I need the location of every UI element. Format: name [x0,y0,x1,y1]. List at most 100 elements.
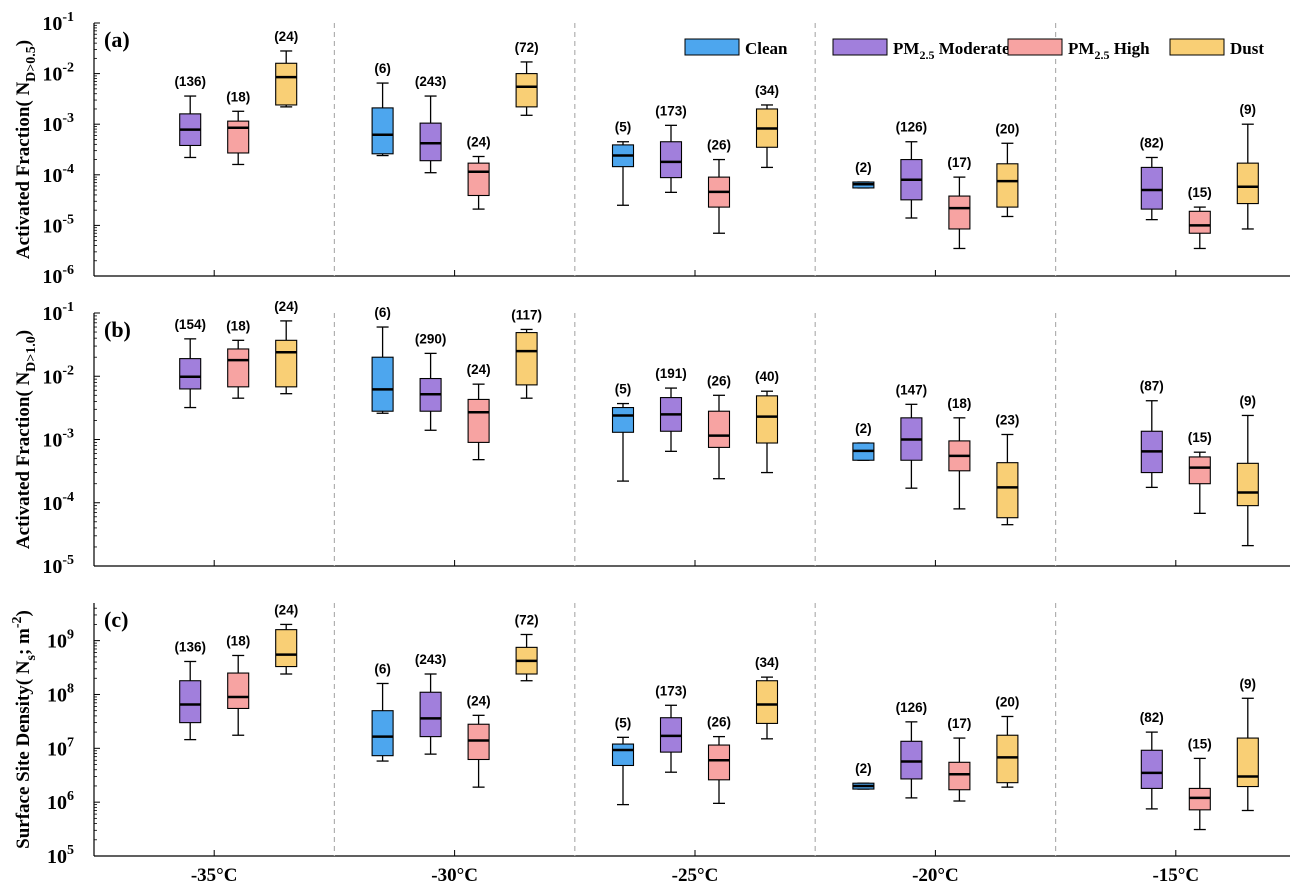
box-clean-3: (2) [852,421,875,461]
count-label: (6) [374,61,391,76]
box-pm2-5-high-2: (26) [707,138,731,234]
y-tick-label: 10-3 [42,111,74,136]
count-label: (126) [896,700,928,715]
box-pm2-5-high-1: (24) [467,134,491,210]
count-label: (5) [615,715,632,730]
count-label: (18) [226,89,250,104]
box-pm2-5-moderate-2: (173) [655,683,687,773]
box-iqr [1188,210,1211,234]
box-iqr [948,195,971,230]
box-iqr [659,141,683,179]
box-pm2-5-moderate-0: (136) [174,639,206,741]
count-label: (24) [274,299,298,314]
box-iqr [755,395,779,444]
box-pm2-5-moderate-3: (147) [896,382,928,489]
count-label: (15) [1188,185,1212,200]
box-pm2-5-high-3: (17) [947,716,971,802]
box-dust-3: (20) [995,121,1019,218]
box-pm2-5-high-4: (15) [1188,430,1212,514]
box-dust-1: (72) [515,40,539,116]
count-label: (40) [755,369,779,384]
box-iqr [275,629,298,668]
box-dust-2: (34) [755,655,779,740]
count-label: (173) [655,683,687,698]
count-label: (126) [896,120,928,135]
legend-swatch [832,38,888,56]
box-iqr [419,122,442,162]
box-iqr [948,761,971,791]
box-iqr [467,723,490,761]
y-tick-label: 109 [47,628,74,653]
box-pm2-5-high-2: (26) [707,373,731,480]
box-iqr [1236,737,1259,788]
box-pm2-5-high-3: (18) [947,396,971,510]
box-dust-2: (34) [755,83,779,169]
y-tick-label: 10-5 [42,553,74,578]
count-label: (15) [1188,430,1212,445]
legend-label: PM2.5 Moderate [893,39,1010,62]
box-dust-2: (40) [755,369,779,474]
box-iqr [515,73,538,108]
box-iqr [227,672,250,710]
count-label: (82) [1140,710,1164,725]
box-iqr [179,680,202,724]
box-clean-3: (2) [852,160,875,189]
box-pm2-5-moderate-2: (173) [655,103,687,193]
legend-swatch [1007,38,1063,56]
count-label: (9) [1240,393,1257,408]
box-iqr [1236,462,1259,507]
panel-label: (a) [104,27,130,52]
count-label: (72) [515,612,539,627]
panel-label: (b) [104,317,131,342]
box-dust-3: (20) [995,694,1019,788]
y-tick-label: 10-6 [42,263,74,288]
count-label: (243) [415,74,447,89]
y-axis-label: Activated Fraction( ND>1.0) [13,330,39,549]
y-tick-label: 10-3 [42,427,74,452]
y-tick-label: 10-1 [42,300,74,325]
box-pm2-5-moderate-4: (82) [1140,710,1164,810]
box-iqr [611,743,635,767]
box-clean-2: (5) [611,120,635,206]
box-dust-1: (72) [515,612,539,682]
y-axis-label: Surface Site Density( Ns; m-2) [10,610,39,849]
count-label: (2) [855,761,872,776]
box-iqr [515,332,538,386]
box-iqr [371,356,394,412]
count-label: (18) [947,396,971,411]
count-label: (15) [1188,736,1212,751]
box-pm2-5-high-2: (26) [707,715,731,805]
box-clean-1: (6) [371,61,394,157]
box-pm2-5-high-0: (18) [226,318,250,399]
box-dust-3: (23) [995,412,1019,526]
count-label: (147) [896,382,928,397]
count-label: (34) [755,655,779,670]
y-tick-label: 10-2 [42,61,74,86]
box-pm2-5-moderate-0: (154) [174,317,206,409]
y-tick-label: 10-2 [42,363,74,388]
count-label: (24) [274,29,298,44]
panel-c: 105 106 107 108 109 Surface Site Density( Ns;… [10,602,1290,868]
count-label: (9) [1240,102,1257,117]
count-label: (26) [707,373,731,388]
count-label: (136) [174,74,206,89]
count-label: (6) [374,661,391,676]
count-label: (191) [655,366,687,381]
count-label: (26) [707,715,731,730]
count-label: (24) [274,602,298,617]
legend-label: PM2.5 High [1068,39,1150,62]
box-pm2-5-moderate-1: (243) [415,652,446,755]
count-label: (26) [707,138,731,153]
box-iqr [611,406,635,433]
count-label: (24) [467,134,491,149]
box-clean-1: (6) [371,661,394,762]
x-tick-label: -15°C [1152,865,1199,885]
box-pm2-5-moderate-3: (126) [896,120,928,219]
box-iqr [996,734,1019,784]
box-pm2-5-high-4: (15) [1188,185,1212,250]
y-tick-label: 105 [47,843,74,868]
box-iqr [707,744,731,781]
box-iqr [1188,456,1211,485]
count-label: (5) [615,120,632,135]
